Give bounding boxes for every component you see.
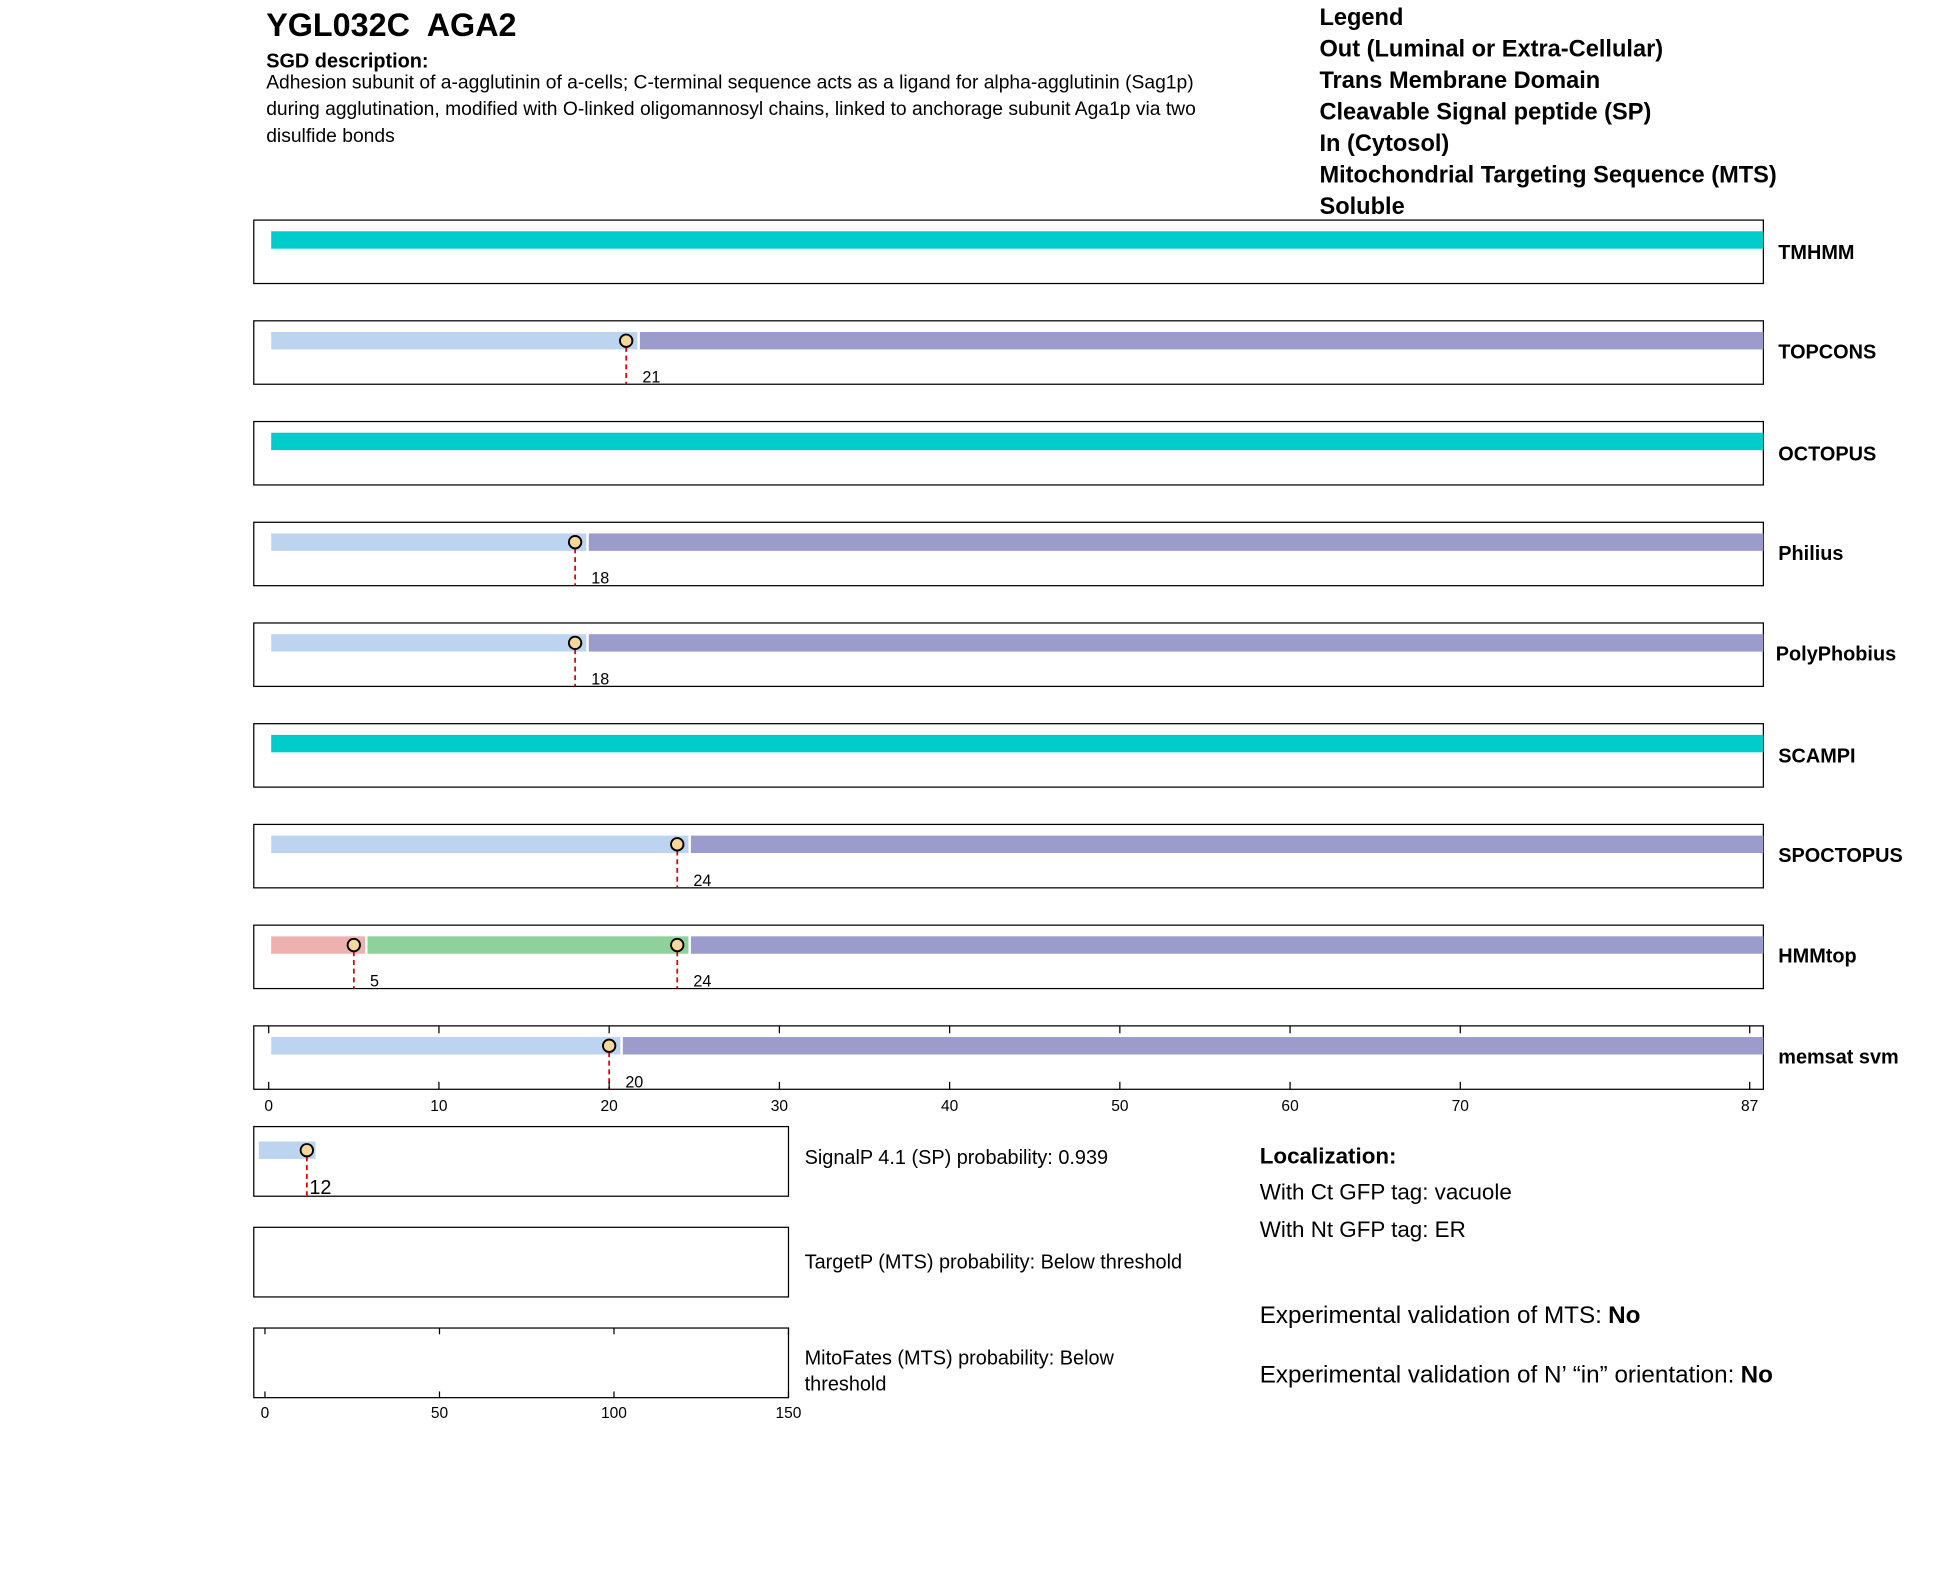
- description-label: SGD description:: [266, 50, 428, 72]
- cleavage-site: [567, 535, 583, 550]
- cleavage-site: [567, 635, 583, 651]
- x-tick-label: 50: [431, 1405, 449, 1422]
- site-label: 5: [370, 973, 379, 991]
- cleavage-site: [602, 1038, 617, 1053]
- panel-text: MitoFates (MTS) probability: Below: [805, 1347, 1115, 1369]
- cleavage-site: [670, 837, 685, 852]
- segment: [271, 734, 1764, 753]
- track-box: [253, 622, 1764, 688]
- x-tick-label: 0: [264, 1098, 273, 1115]
- panel-text: TargetP (MTS) probability: Below thresho…: [805, 1252, 1182, 1274]
- track-box: [253, 420, 1764, 486]
- legend-item: Out (Luminal or Extra-Cellular): [1319, 37, 1663, 63]
- x-tick-label: 40: [941, 1098, 959, 1115]
- x-tick-label: 30: [771, 1098, 789, 1115]
- description-line: Adhesion subunit of a-agglutinin of a-ce…: [266, 72, 1193, 93]
- x-tick-label: 50: [1111, 1098, 1129, 1115]
- segment: [622, 1037, 1764, 1055]
- x-tick-label: 20: [601, 1098, 619, 1115]
- x-tick-label: 100: [601, 1405, 627, 1422]
- panel-text: SignalP 4.1 (SP) probability: 0.939: [805, 1147, 1108, 1169]
- legend-item: Trans Membrane Domain: [1319, 68, 1600, 94]
- track-box: [253, 924, 1764, 990]
- site-label: 20: [625, 1073, 643, 1091]
- x-tick-label: 10: [430, 1098, 448, 1115]
- track-box: [253, 521, 1764, 587]
- track-box: [253, 723, 1764, 788]
- x-tick-label: 0: [261, 1405, 270, 1422]
- cleavage-site: [619, 333, 634, 348]
- track-box: [253, 823, 1764, 889]
- track-name: OCTOPUS: [1778, 443, 1876, 465]
- localization-line: With Ct GFP tag: vacuole: [1260, 1180, 1512, 1205]
- track-name: SPOCTOPUS: [1778, 845, 1902, 867]
- track-box: [253, 320, 1764, 385]
- site-label: 18: [591, 570, 609, 588]
- track-box: [253, 1327, 790, 1399]
- track-name: HMMtop: [1778, 946, 1856, 968]
- validation-answer: No: [1741, 1362, 1773, 1389]
- validation-answer: No: [1608, 1302, 1640, 1329]
- legend-item: In (Cytosol): [1319, 131, 1449, 157]
- legend-item: Soluble: [1319, 194, 1404, 220]
- track-box: [253, 219, 1764, 285]
- segment: [271, 332, 638, 350]
- x-tick-label: 87: [1741, 1098, 1758, 1115]
- track-box: [253, 1125, 790, 1197]
- legend-item: Mitochondrial Targeting Sequence (MTS): [1319, 162, 1776, 188]
- description-line: disulfide bonds: [266, 126, 395, 147]
- segment: [690, 835, 1764, 854]
- segment: [367, 936, 689, 954]
- site-label: 12: [309, 1177, 331, 1199]
- title: YGL032C AGA2: [266, 7, 516, 43]
- site-label: 21: [642, 368, 660, 386]
- segment: [639, 332, 1764, 350]
- track-name: memsat svm: [1778, 1046, 1898, 1068]
- x-tick-label: 150: [776, 1405, 802, 1422]
- cleavage-site: [299, 1143, 315, 1158]
- site-label: 24: [693, 872, 711, 890]
- legend-title: Legend: [1319, 5, 1403, 31]
- track-box: [253, 1226, 790, 1298]
- cleavage-site: [670, 937, 685, 953]
- description-line: during agglutination, modified with O-li…: [266, 99, 1196, 120]
- cleavage-site: [346, 937, 361, 953]
- x-tick-label: 60: [1281, 1098, 1299, 1115]
- site-label: 24: [693, 973, 711, 991]
- validation: Experimental validation of N’ “in” orien…: [1260, 1362, 1773, 1389]
- track-name: SCAMPI: [1778, 746, 1855, 768]
- validation-label: Experimental validation of N’ “in” orien…: [1260, 1362, 1735, 1389]
- segment: [271, 1037, 621, 1055]
- segment: [271, 634, 587, 652]
- segment: [271, 936, 366, 954]
- legend-item: Cleavable Signal peptide (SP): [1319, 100, 1651, 126]
- track-name: PolyPhobius: [1776, 644, 1896, 666]
- track-name: Philius: [1778, 543, 1843, 565]
- segment: [690, 936, 1764, 954]
- x-tick-label: 70: [1452, 1098, 1470, 1115]
- track-box: [253, 1025, 1764, 1090]
- localization-title: Localization:: [1260, 1144, 1397, 1169]
- segment: [588, 634, 1764, 652]
- track-name: TOPCONS: [1778, 341, 1876, 363]
- track-name: TMHMM: [1778, 242, 1854, 264]
- localization-line: With Nt GFP tag: ER: [1260, 1217, 1466, 1242]
- segment: [271, 533, 587, 551]
- validation: Experimental validation of MTS: No: [1260, 1302, 1641, 1329]
- segment: [271, 231, 1764, 249]
- segment: [588, 533, 1764, 551]
- validation-label: Experimental validation of MTS:: [1260, 1302, 1602, 1329]
- segment: [271, 432, 1764, 451]
- site-label: 18: [591, 670, 609, 688]
- segment: [271, 835, 689, 854]
- panel-text: threshold: [805, 1373, 887, 1395]
